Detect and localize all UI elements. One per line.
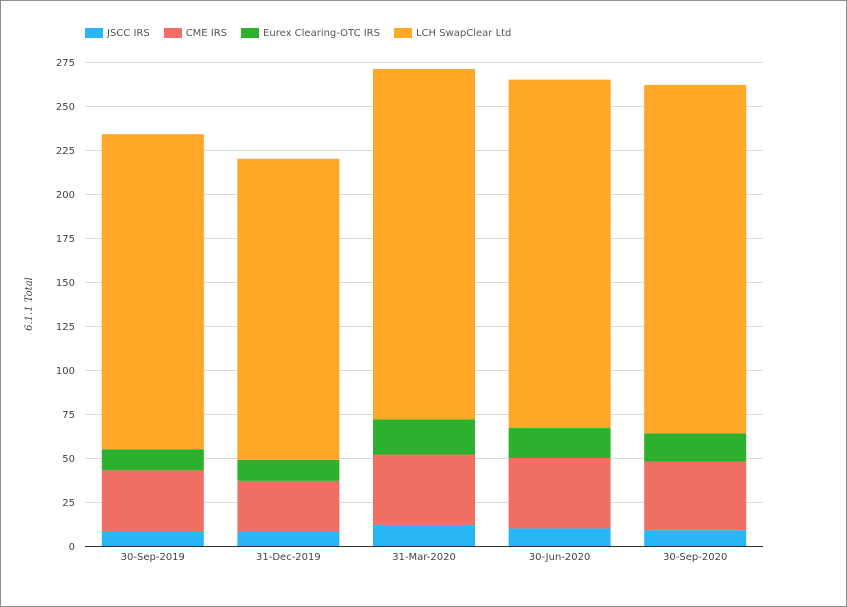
legend-label: JSCC IRS (107, 27, 150, 39)
bar-segment-jscc-irs[interactable] (373, 524, 475, 546)
y-tick-label: 200 (56, 190, 75, 201)
legend-swatch (163, 28, 182, 38)
y-tick-label: 75 (62, 410, 75, 421)
y-tick-label: 275 (56, 58, 75, 69)
bar-segment-jscc-irs[interactable] (508, 528, 611, 546)
x-tick-label: 30-Sep-2020 (663, 552, 727, 563)
bar-segment-lch-swapclear-ltd[interactable] (237, 158, 340, 460)
bar-segment-cme-irs[interactable] (237, 480, 340, 532)
legend-item-2[interactable]: Eurex Clearing-OTC IRS (241, 28, 380, 39)
bars-group (101, 69, 747, 546)
bar-segment-jscc-irs[interactable] (101, 531, 204, 546)
y-tick-label: 25 (62, 498, 75, 509)
x-tick-label: 30-Jun-2020 (529, 552, 591, 563)
y-tick-label: 125 (56, 322, 75, 333)
legend: JSCC IRS CME IRS Eurex Clearing-OTC IRS LCH… (85, 26, 525, 40)
bar-segment-jscc-irs[interactable] (237, 531, 340, 546)
bar-segment-cme-irs[interactable] (508, 458, 611, 529)
y-tick-label: 50 (62, 454, 75, 465)
legend-label: LCH SwapClear Ltd (415, 27, 512, 39)
y-tick-label: 0 (69, 542, 75, 553)
bar-segment-lch-swapclear-ltd[interactable] (373, 69, 475, 420)
y-axis-title: 6.1.1 Total (24, 277, 35, 331)
x-tick-label: 31-Mar-2020 (392, 552, 456, 563)
x-tick-label: 30-Sep-2019 (121, 552, 185, 563)
bar-segment-cme-irs[interactable] (101, 470, 204, 532)
y-tick-label: 100 (56, 366, 75, 377)
legend-label: Eurex Clearing-OTC IRS (263, 27, 380, 39)
bar-segment-lch-swapclear-ltd[interactable] (644, 84, 747, 434)
bar-segment-cme-irs[interactable] (373, 454, 475, 525)
y-tick-label: 150 (56, 278, 75, 289)
legend-item-0[interactable]: JSCC IRS (85, 28, 150, 39)
bar-segment-eurex-clearing-otc-irs[interactable] (237, 459, 340, 481)
legend-swatch (241, 28, 260, 38)
bar-segment-eurex-clearing-otc-irs[interactable] (101, 449, 204, 471)
legend-item-3[interactable]: LCH SwapClear Ltd (393, 27, 512, 39)
bar-segment-lch-swapclear-ltd[interactable] (101, 134, 204, 450)
bar-segment-lch-swapclear-ltd[interactable] (508, 79, 611, 429)
y-tick-label: 225 (56, 146, 75, 157)
legend-swatch (85, 28, 103, 38)
bar-segment-jscc-irs[interactable] (644, 530, 747, 546)
bar-segment-eurex-clearing-otc-irs[interactable] (373, 419, 475, 455)
legend-swatch (393, 28, 412, 38)
y-tick-label: 250 (56, 102, 75, 113)
y-axis: 0 25 50 75 100 125 150 175 200 225 250 275 (56, 58, 75, 553)
y-tick-label: 175 (56, 234, 75, 245)
bar-segment-eurex-clearing-otc-irs[interactable] (644, 433, 747, 462)
bar-segment-eurex-clearing-otc-irs[interactable] (508, 428, 611, 458)
legend-item-1[interactable]: CME IRS (163, 27, 228, 39)
x-tick-label: 31-Dec-2019 (256, 552, 321, 563)
legend-label: CME IRS (185, 27, 228, 39)
x-axis: 30-Sep-2019 31-Dec-2019 31-Mar-2020 30-Jun-… (85, 546, 763, 563)
bar-segment-cme-irs[interactable] (644, 461, 747, 531)
